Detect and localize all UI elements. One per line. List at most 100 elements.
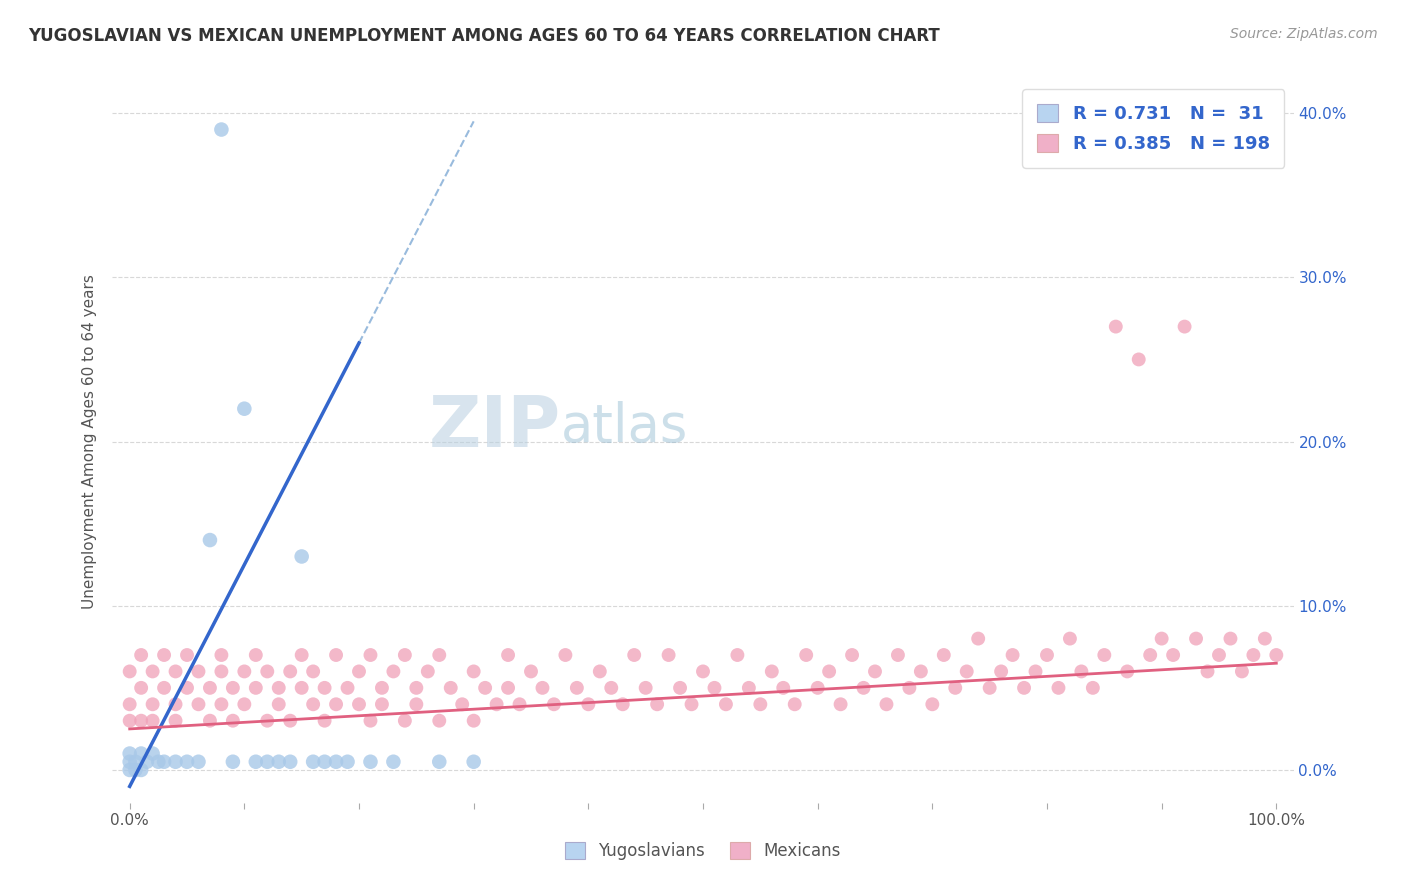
- Point: [565, 681, 588, 695]
- Point: [118, 747, 141, 761]
- Point: [209, 698, 232, 712]
- Point: [165, 755, 187, 769]
- Point: [863, 665, 886, 679]
- Point: [1116, 665, 1139, 679]
- Point: [645, 698, 668, 712]
- Point: [440, 681, 463, 695]
- Point: [485, 698, 508, 712]
- Point: [382, 665, 405, 679]
- Point: [1025, 665, 1047, 679]
- Point: [898, 681, 921, 695]
- Point: [427, 714, 450, 728]
- Point: [135, 755, 157, 769]
- Point: [1265, 648, 1288, 662]
- Point: [520, 665, 543, 679]
- Point: [818, 665, 841, 679]
- Legend: Yugoslavians, Mexicans: Yugoslavians, Mexicans: [558, 835, 848, 867]
- Point: [623, 648, 645, 662]
- Point: [1241, 648, 1264, 662]
- Point: [1219, 632, 1241, 646]
- Point: [1150, 632, 1173, 646]
- Point: [794, 648, 817, 662]
- Point: [496, 681, 519, 695]
- Point: [209, 665, 232, 679]
- Point: [118, 714, 141, 728]
- Point: [509, 698, 531, 712]
- Point: [830, 698, 852, 712]
- Point: [267, 681, 290, 695]
- Point: [932, 648, 955, 662]
- Point: [576, 698, 599, 712]
- Point: [233, 665, 256, 679]
- Point: [1001, 648, 1024, 662]
- Point: [129, 747, 152, 761]
- Point: [124, 755, 146, 769]
- Point: [256, 665, 278, 679]
- Point: [910, 665, 932, 679]
- Point: [233, 401, 256, 416]
- Point: [612, 698, 634, 712]
- Point: [198, 714, 221, 728]
- Point: [302, 755, 325, 769]
- Point: [371, 681, 394, 695]
- Point: [382, 755, 405, 769]
- Point: [634, 681, 657, 695]
- Point: [749, 698, 772, 712]
- Point: [233, 698, 256, 712]
- Point: [1254, 632, 1277, 646]
- Point: [278, 665, 301, 679]
- Point: [359, 648, 381, 662]
- Point: [336, 755, 359, 769]
- Point: [222, 714, 245, 728]
- Text: YUGOSLAVIAN VS MEXICAN UNEMPLOYMENT AMONG AGES 60 TO 64 YEARS CORRELATION CHART: YUGOSLAVIAN VS MEXICAN UNEMPLOYMENT AMON…: [28, 27, 939, 45]
- Point: [761, 665, 783, 679]
- Point: [142, 698, 165, 712]
- Point: [187, 665, 209, 679]
- Point: [474, 681, 496, 695]
- Point: [209, 648, 232, 662]
- Point: [1070, 665, 1092, 679]
- Point: [176, 681, 198, 695]
- Point: [314, 681, 336, 695]
- Text: atlas: atlas: [561, 401, 689, 453]
- Point: [118, 763, 141, 777]
- Point: [887, 648, 910, 662]
- Point: [209, 122, 232, 136]
- Point: [142, 747, 165, 761]
- Point: [325, 755, 347, 769]
- Point: [291, 549, 314, 564]
- Point: [1128, 352, 1150, 367]
- Point: [278, 714, 301, 728]
- Point: [118, 755, 141, 769]
- Point: [142, 665, 165, 679]
- Text: Source: ZipAtlas.com: Source: ZipAtlas.com: [1230, 27, 1378, 41]
- Point: [347, 698, 370, 712]
- Point: [841, 648, 863, 662]
- Point: [153, 681, 176, 695]
- Point: [943, 681, 966, 695]
- Point: [302, 665, 325, 679]
- Point: [990, 665, 1012, 679]
- Point: [314, 714, 336, 728]
- Point: [1139, 648, 1161, 662]
- Point: [1161, 648, 1184, 662]
- Point: [198, 681, 221, 695]
- Point: [176, 755, 198, 769]
- Point: [405, 698, 427, 712]
- Point: [142, 714, 165, 728]
- Point: [359, 714, 381, 728]
- Point: [600, 681, 623, 695]
- Point: [148, 755, 170, 769]
- Point: [1105, 319, 1128, 334]
- Point: [1036, 648, 1059, 662]
- Point: [325, 698, 347, 712]
- Point: [153, 755, 176, 769]
- Point: [187, 698, 209, 712]
- Point: [554, 648, 576, 662]
- Point: [531, 681, 554, 695]
- Point: [463, 714, 485, 728]
- Point: [118, 698, 141, 712]
- Point: [783, 698, 806, 712]
- Point: [302, 698, 325, 712]
- Point: [165, 714, 187, 728]
